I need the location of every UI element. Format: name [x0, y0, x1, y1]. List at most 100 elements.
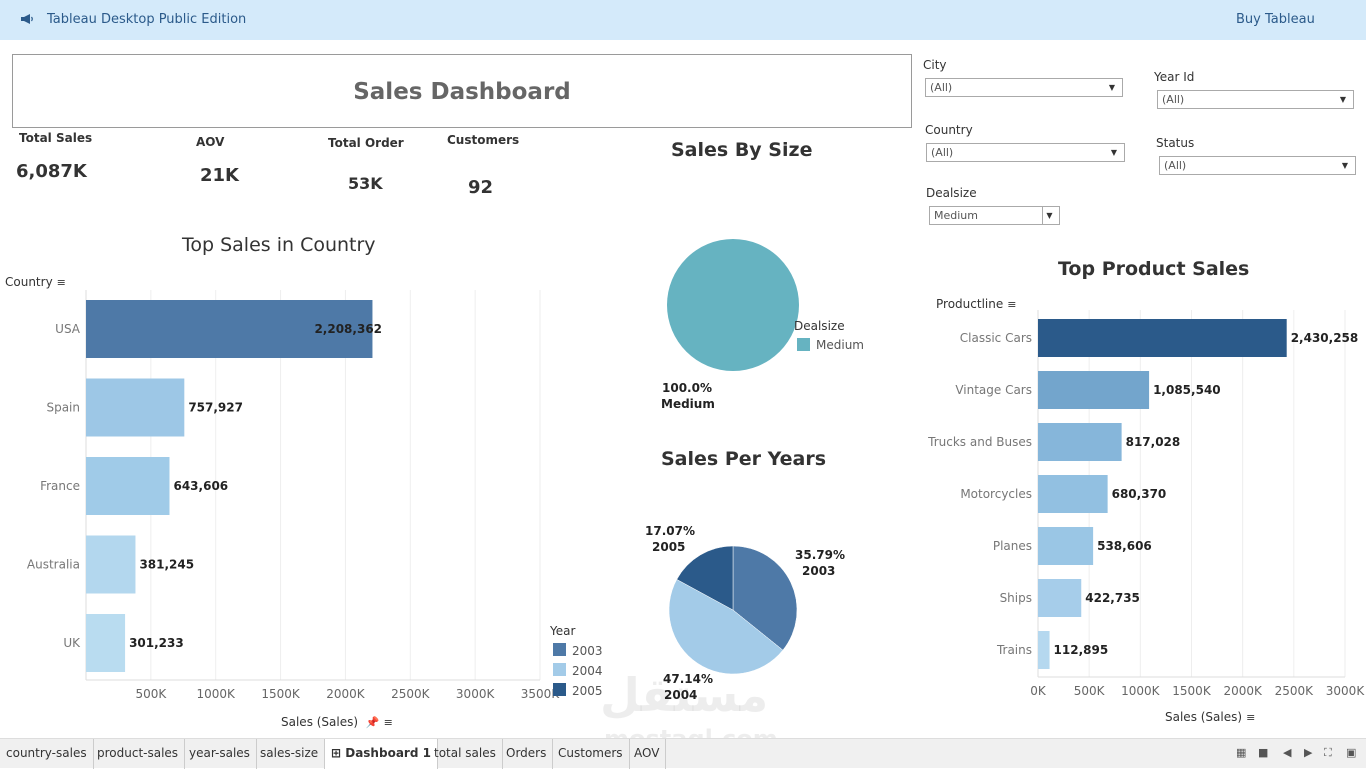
- filmstrip-icon[interactable]: ■: [1258, 746, 1269, 759]
- category-label: Motorcycles: [960, 487, 1032, 501]
- sheet-tab[interactable]: Orders: [500, 739, 554, 769]
- legend-swatch: [553, 683, 566, 696]
- year-id-filter-value: (All): [1162, 93, 1185, 106]
- sort-icon[interactable]: ≡: [1246, 711, 1256, 724]
- dashboard-title: Sales Dashboard: [353, 79, 571, 105]
- chevron-down-icon: ▼: [1341, 161, 1349, 170]
- next-sheet-icon[interactable]: ▶: [1304, 746, 1313, 759]
- sheet-tab[interactable]: Customers: [552, 739, 630, 769]
- chevron-down-icon: ▼: [1042, 207, 1056, 224]
- product-xaxis-header: Sales (Sales) ≡: [1165, 710, 1255, 724]
- country-filter-label: Country: [925, 123, 973, 137]
- category-label: Australia: [27, 558, 80, 572]
- grid-view-icon[interactable]: ▦: [1236, 746, 1247, 759]
- sort-icon[interactable]: ≡: [56, 276, 66, 289]
- kpi-total-order-label: Total Order: [328, 136, 404, 150]
- sheet-tab[interactable]: total sales: [428, 739, 503, 769]
- product-axis-header: Productline ≡: [936, 297, 1016, 311]
- pie-slice: [668, 579, 784, 675]
- city-filter-dropdown[interactable]: (All) ▼: [925, 78, 1123, 97]
- bar: [1038, 319, 1287, 357]
- sheet-tab-label: year-sales: [189, 746, 250, 760]
- sales-per-years-chart: 35.79% 2003 47.14% 2004 17.07% 2005 Year 2003 20…: [549, 524, 845, 702]
- chevron-down-icon: ▼: [1108, 83, 1116, 92]
- pin-icon[interactable]: 📌: [365, 716, 380, 729]
- x-tick-label: 1000K: [1121, 684, 1161, 698]
- category-label: Vintage Cars: [955, 383, 1032, 397]
- kpi-aov-label: AOV: [196, 135, 225, 149]
- buy-tableau-link[interactable]: Buy Tableau: [1236, 12, 1315, 27]
- legend-entry: 2005: [572, 684, 603, 698]
- country-chart-title: Top Sales in Country: [182, 234, 376, 256]
- kpi-total-sales-label: Total Sales: [19, 131, 93, 145]
- bar: [1038, 631, 1050, 669]
- legend-entry: Medium: [816, 338, 864, 352]
- legend-entry: 2004: [572, 664, 603, 678]
- chevron-down-icon: ▼: [1339, 95, 1347, 104]
- presentation-icon[interactable]: ▣: [1346, 746, 1357, 759]
- dealsize-filter-dropdown[interactable]: Medium ▼: [929, 206, 1060, 225]
- pie-percent-label: 17.07%: [645, 524, 695, 538]
- kpi-aov-value: 21K: [200, 165, 239, 186]
- sheet-tab[interactable]: country-sales: [0, 739, 94, 769]
- dashboard-title-box: Sales Dashboard: [12, 54, 912, 128]
- city-filter-label: City: [923, 58, 947, 72]
- sheet-tab-label: AOV: [634, 746, 660, 760]
- country-filter-value: (All): [931, 146, 954, 159]
- category-label: Planes: [993, 539, 1032, 553]
- chevron-down-icon: ▼: [1110, 148, 1118, 157]
- category-label: France: [40, 479, 80, 493]
- data-label: 538,606: [1097, 539, 1152, 553]
- pie-percent-label: 35.79%: [795, 548, 845, 562]
- kpi-customers-value: 92: [468, 177, 494, 198]
- x-tick-label: 2000K: [1223, 684, 1263, 698]
- x-tick-label: 0K: [1030, 684, 1047, 698]
- sheet-tab-bar: country-sales product-sales year-sales sale…: [0, 738, 1366, 769]
- sheet-tab-label: Customers: [558, 746, 623, 760]
- sheet-tab[interactable]: AOV: [628, 739, 667, 769]
- years-chart-title: Sales Per Years: [661, 448, 827, 470]
- sort-icon[interactable]: ≡: [383, 716, 393, 729]
- x-tick-label: 1500K: [261, 687, 301, 701]
- fullscreen-icon[interactable]: ⛶: [1324, 746, 1332, 759]
- legend-entry: 2003: [572, 644, 603, 658]
- country-axis-label: Country: [5, 275, 53, 289]
- dashboard-icon: ⊞: [331, 746, 346, 760]
- previous-sheet-icon[interactable]: ◀: [1283, 746, 1292, 759]
- status-filter-dropdown[interactable]: (All) ▼: [1159, 156, 1356, 175]
- app-header: Tableau Desktop Public Edition Buy Table…: [0, 0, 1366, 40]
- sheet-tab-label: total sales: [434, 746, 496, 760]
- kpi-total-sales-value: 6,087K: [16, 161, 87, 182]
- bar: [1038, 475, 1108, 513]
- sort-icon[interactable]: ≡: [1007, 298, 1017, 311]
- sheet-tab-label: sales-size: [260, 746, 319, 760]
- sheet-tab[interactable]: year-sales: [183, 739, 257, 769]
- sheet-tab-label: country-sales: [6, 746, 87, 760]
- data-label: 422,735: [1085, 591, 1140, 605]
- legend-title: Year: [549, 624, 575, 638]
- country-filter-dropdown[interactable]: (All) ▼: [926, 143, 1125, 162]
- bar: [1038, 371, 1150, 409]
- product-axis-label: Productline: [936, 297, 1004, 311]
- category-label: Trains: [996, 643, 1032, 657]
- bar: [1038, 423, 1122, 461]
- bar: [86, 378, 185, 437]
- bar: [1038, 527, 1094, 565]
- year-id-filter-dropdown[interactable]: (All) ▼: [1157, 90, 1354, 109]
- country-axis-header: Country ≡: [5, 275, 66, 289]
- status-filter-value: (All): [1164, 159, 1187, 172]
- pie-slice: [732, 545, 798, 651]
- x-tick-label: 500K: [135, 687, 167, 701]
- data-label: 643,606: [173, 479, 228, 493]
- data-label: 757,927: [188, 401, 243, 415]
- category-label: UK: [63, 636, 81, 650]
- x-tick-label: 500K: [1074, 684, 1106, 698]
- sheet-tab[interactable]: product-sales: [91, 739, 186, 769]
- product-xaxis-label: Sales (Sales): [1165, 710, 1243, 724]
- sheet-tab[interactable]: sales-size: [254, 739, 326, 769]
- status-filter-label: Status: [1156, 136, 1195, 150]
- pie-slice: [667, 239, 799, 371]
- bar: [86, 300, 373, 358]
- sheet-tab[interactable]: ⊞ Dashboard 1: [325, 739, 438, 769]
- data-label: 680,370: [1112, 487, 1167, 501]
